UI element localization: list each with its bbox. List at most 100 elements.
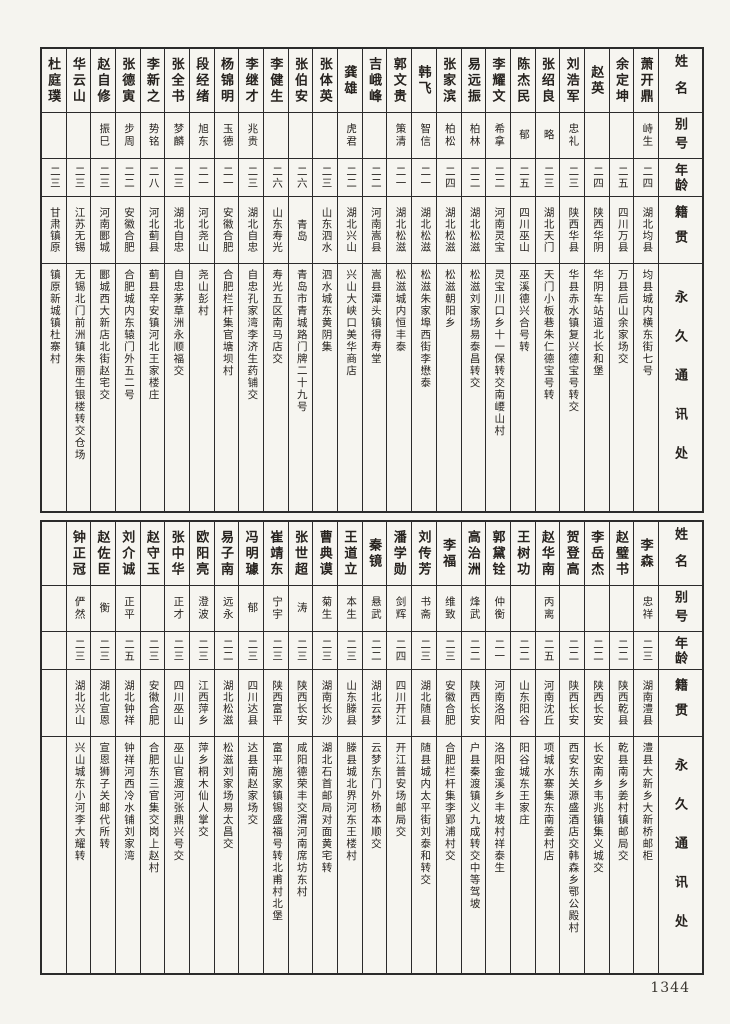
- person-name: 杜庭璞: [46, 56, 62, 105]
- person-name-cell: 吉峨峰: [362, 49, 387, 113]
- person-age: 二三: [147, 639, 159, 662]
- person-age-cell: 二六: [288, 159, 313, 197]
- person-name: 张德寅: [120, 56, 136, 105]
- header-column: 姓名 别号 年龄 籍贯 永久通讯处: [658, 49, 702, 511]
- person-native-cell: 湖南澧县: [634, 670, 658, 737]
- person-alias-cell: 维致: [436, 586, 461, 632]
- person-alias-cell: 菊生: [313, 586, 338, 632]
- person-column: 吉峨峰 二二 河南嵩县 嵩县潭头镇得寿堂: [361, 49, 387, 511]
- person-name-cell: 李岳杰: [584, 522, 609, 586]
- person-age-cell: 二四: [387, 632, 412, 670]
- person-alias-cell: 旭东: [189, 113, 214, 159]
- person-age: 二一: [493, 639, 505, 662]
- person-column: 韩飞 智信 二一 湖北松滋 松滋朱家埠西街李懋泰: [411, 49, 436, 511]
- person-native: 河南灵宝: [493, 207, 505, 253]
- person-name: 吉峨峰: [367, 56, 383, 105]
- person-age-cell: 二二: [486, 159, 510, 197]
- person-column: 华云山 二三 江苏无锡 无锡北门前洲镇朱丽生银楼转交仓场: [65, 49, 91, 511]
- person-alias: 希拿: [493, 123, 505, 148]
- person-name-cell: 张全书: [165, 49, 189, 113]
- person-address: 郾城西大新店北街赵宅交: [98, 269, 110, 401]
- person-alias-cell: 忠祥: [634, 586, 658, 632]
- person-alias: 悬武: [369, 596, 381, 621]
- person-native-cell: 安徽合肥: [436, 670, 461, 737]
- person-native: 陕西长安: [295, 680, 307, 726]
- person-alias-cell: 衡: [91, 586, 115, 632]
- person-name-cell: 龚雄: [338, 49, 362, 113]
- person-name: 刘浩军: [564, 56, 580, 105]
- person-column: 张体英 二三 山东泗水 泗水城东黄阴集: [312, 49, 338, 511]
- person-alias-cell: 梦麟: [165, 113, 189, 159]
- person-alias: 宁宇: [271, 596, 283, 621]
- person-alias-cell: 兆贵: [239, 113, 263, 159]
- person-address-cell: 巫山官渡河张鼎兴号交: [165, 737, 189, 973]
- person-native: 湖北自忠: [172, 207, 184, 253]
- person-address: 松滋刘家场易泰昌转交: [468, 269, 480, 389]
- person-alias: 郁: [246, 602, 258, 615]
- person-native-cell: 陕西长安: [461, 670, 486, 737]
- person-age-cell: 二八: [140, 159, 165, 197]
- person-native: 江西萍乡: [197, 680, 209, 726]
- person-address-cell: 华阴车站道北长和堡: [585, 264, 609, 511]
- person-column: 易远振 柏林 二二 湖北松滋 松滋刘家场易泰昌转交: [460, 49, 486, 511]
- person-native: 陕西华县: [567, 207, 579, 253]
- person-address-cell: 松滋城内恒丰泰: [387, 264, 411, 511]
- person-alias-cell: 振巳: [91, 113, 115, 159]
- person-address: 松滋朱家埠西街李懋泰: [419, 269, 431, 389]
- person-alias: 俨然: [73, 596, 85, 621]
- header-column: 姓名 别号 年龄 籍贯 永久通讯处: [658, 522, 702, 973]
- person-age-cell: 二五: [510, 159, 535, 197]
- person-age: 二二: [468, 639, 480, 662]
- person-address-cell: 开江普安场邮局交: [387, 737, 411, 973]
- person-column: 刘介诚 正平 二五 湖北钟祥 钟祥河西冷水铺刘家湾: [114, 522, 140, 973]
- person-native: 湖北云梦: [369, 680, 381, 726]
- person-address: 无锡北门前洲镇朱丽生银楼转交仓场: [73, 269, 85, 461]
- person-age-cell: 二二: [362, 159, 387, 197]
- person-name-cell: 杨锦明: [214, 49, 239, 113]
- person-alias: 剑辉: [394, 596, 406, 621]
- person-address: 巫溪德兴合号转: [517, 269, 529, 353]
- person-name: 李岳杰: [589, 529, 605, 578]
- person-address-cell: 项城水寨集东南姜村店: [536, 737, 560, 973]
- person-column: 郭黛铨 仲衡 二一 河南洛阳 洛阳金溪乡丰坡村祥泰生: [485, 522, 510, 973]
- person-name-cell: 赵佐臣: [91, 522, 115, 586]
- person-name: 张体英: [317, 56, 333, 105]
- person-address-cell: 华县赤水镇复兴德宝号转交: [560, 264, 584, 511]
- person-address-cell: 咸阳德荣丰交渭河南席坊东村: [289, 737, 313, 973]
- person-column: 秦镜 悬武 二二 湖北云梦 云梦东门外杨本顺交: [361, 522, 387, 973]
- person-address: 开江普安场邮局交: [394, 742, 406, 838]
- person-address: 嵩县潭头镇得寿堂: [369, 269, 381, 365]
- person-address: 合肥栏杆集官塘坝村: [221, 269, 233, 377]
- person-name: 曹典谟: [317, 529, 333, 578]
- person-name-cell: 贺登高: [560, 522, 584, 586]
- person-column: 贺登高 二二 陕西长安 西安东关源盛酒店交韩森乡鄂公殿村: [559, 522, 584, 973]
- person-address: 松滋刘家场易太昌交: [221, 742, 233, 850]
- person-native-cell: 湖北松滋: [387, 197, 412, 264]
- person-native: 安徽合肥: [221, 207, 233, 253]
- person-age-cell: 二三: [91, 632, 115, 670]
- person-address: 蓟县辛安镇河北王家楼庄: [147, 269, 159, 401]
- person-address-cell: 均县城内横东街七号: [634, 264, 658, 511]
- person-column: 余定坤 二五 四川万县 万县后山余家场交: [608, 49, 634, 511]
- person-name-cell: 萧开鼎: [634, 49, 658, 113]
- person-alias: 略: [542, 129, 554, 142]
- person-alias-cell: [264, 113, 288, 159]
- person-age: 二三: [246, 639, 258, 662]
- page-number: 1344: [650, 980, 690, 996]
- person-name: 钟正冠: [70, 529, 86, 578]
- person-alias: 势铭: [147, 123, 159, 148]
- person-address: 镇原新城镇杜寨村: [48, 269, 60, 365]
- person-alias-cell: 玉德: [214, 113, 239, 159]
- person-age: 二六: [295, 166, 307, 189]
- person-alias-cell: [510, 586, 535, 632]
- person-address-cell: 蓟县辛安镇河北王家楼庄: [141, 264, 165, 511]
- person-native: 四川达县: [246, 680, 258, 726]
- person-native: 湖北宣恩: [98, 680, 110, 726]
- person-name-cell: 赵英: [584, 49, 609, 113]
- person-age: 二三: [73, 166, 85, 189]
- person-age: 二一: [394, 166, 406, 189]
- person-native-cell: 四川达县: [239, 670, 263, 737]
- person-age-cell: 二三: [338, 632, 362, 670]
- person-native-cell: 河南郾城: [91, 197, 115, 264]
- person-column: 张家滨 柏松 二四 湖北松滋 松滋朝阳乡: [435, 49, 461, 511]
